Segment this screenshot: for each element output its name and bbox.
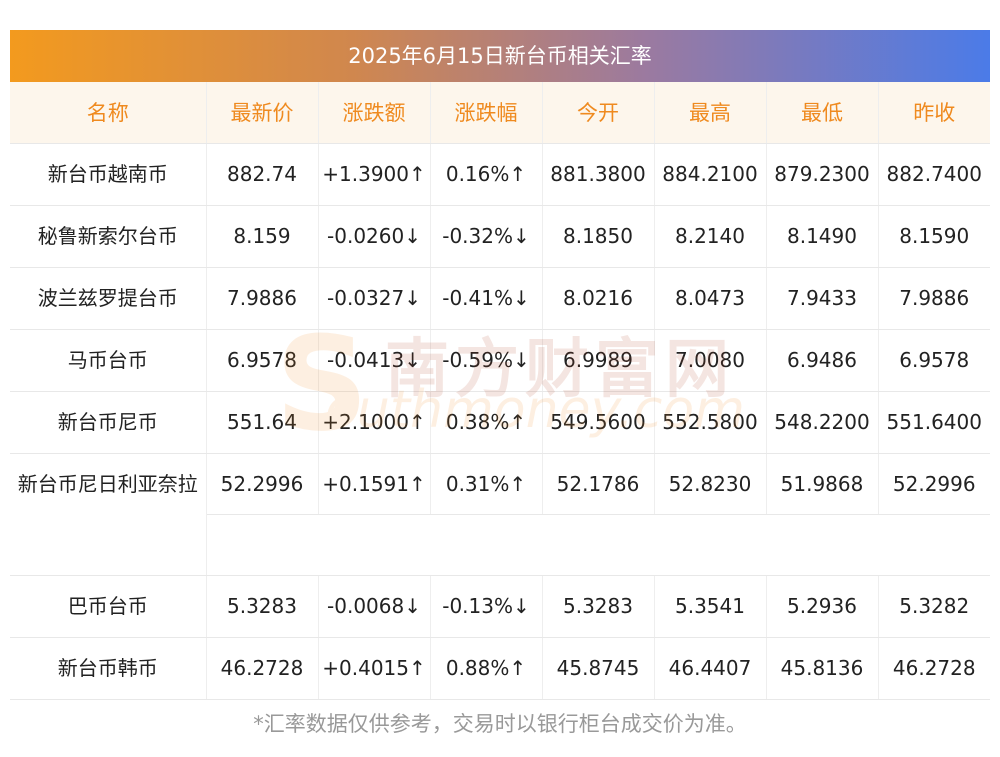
- cell-pct: -0.59%↓: [430, 329, 543, 392]
- header-name: 名称: [10, 82, 207, 144]
- cell-open: 6.9989: [542, 329, 655, 392]
- cell-prev: 882.7400: [878, 143, 990, 206]
- cell-pct: -0.13%↓: [430, 575, 543, 638]
- cell-latest: 46.2728: [206, 637, 319, 700]
- currency-pair-name: 波兰兹罗提台币: [10, 267, 207, 330]
- cell-low: 879.2300: [766, 143, 879, 206]
- cell-high: 552.5800: [654, 391, 767, 454]
- cell-low: 8.1490: [766, 205, 879, 268]
- cell-latest: 882.74: [206, 143, 319, 206]
- row-spacer-cell: [206, 514, 990, 576]
- cell-high: 8.0473: [654, 267, 767, 330]
- cell-latest: 52.2996: [206, 453, 319, 515]
- table-row: 新台币尼币 551.64 +2.1000↑ 0.38%↑ 549.5600 552.580…: [10, 391, 990, 454]
- cell-open: 549.5600: [542, 391, 655, 454]
- cell-change: -0.0413↓: [318, 329, 431, 392]
- cell-change: +2.1000↑: [318, 391, 431, 454]
- cell-open: 5.3283: [542, 575, 655, 638]
- header-prev-close: 昨收: [878, 82, 990, 144]
- table-row-spacer: [10, 514, 990, 576]
- table-row: 秘鲁新索尔台币 8.159 -0.0260↓ -0.32%↓ 8.1850 8.2140 8…: [10, 205, 990, 268]
- table-row: 巴币台币 5.3283 -0.0068↓ -0.13%↓ 5.3283 5.3541 5.2…: [10, 575, 990, 638]
- table-row: 新台币韩币 46.2728 +0.4015↑ 0.88%↑ 45.8745 46.4407…: [10, 637, 990, 700]
- cell-pct: 0.31%↑: [430, 453, 543, 515]
- cell-pct: 0.88%↑: [430, 637, 543, 700]
- cell-change: -0.0068↓: [318, 575, 431, 638]
- cell-change: -0.0260↓: [318, 205, 431, 268]
- table-row: 马币台币 6.9578 -0.0413↓ -0.59%↓ 6.9989 7.0080 6.9…: [10, 329, 990, 392]
- currency-pair-name: 马币台币: [10, 329, 207, 392]
- header-low: 最低: [766, 82, 879, 144]
- page-title: 2025年6月15日新台币相关汇率: [10, 30, 990, 82]
- cell-prev: 5.3282: [878, 575, 990, 638]
- table-row: 新台币越南币 882.74 +1.3900↑ 0.16%↑ 881.3800 884.21…: [10, 143, 990, 206]
- cell-open: 8.0216: [542, 267, 655, 330]
- cell-prev: 551.6400: [878, 391, 990, 454]
- table-header-row: 名称 最新价 涨跌额 涨跌幅 今开 最高 最低 昨收: [10, 82, 990, 144]
- header-latest: 最新价: [206, 82, 319, 144]
- cell-high: 884.2100: [654, 143, 767, 206]
- cell-prev: 46.2728: [878, 637, 990, 700]
- cell-pct: 0.38%↑: [430, 391, 543, 454]
- header-open: 今开: [542, 82, 655, 144]
- footnote: *汇率数据仅供参考，交易时以银行柜台成交价为准。: [253, 712, 747, 736]
- currency-pair-name: 新台币尼币: [10, 391, 207, 454]
- cell-high: 5.3541: [654, 575, 767, 638]
- cell-low: 5.2936: [766, 575, 879, 638]
- cell-high: 46.4407: [654, 637, 767, 700]
- cell-latest: 6.9578: [206, 329, 319, 392]
- cell-open: 52.1786: [542, 453, 655, 515]
- cell-change: -0.0327↓: [318, 267, 431, 330]
- cell-latest: 8.159: [206, 205, 319, 268]
- cell-latest: 7.9886: [206, 267, 319, 330]
- cell-change: +1.3900↑: [318, 143, 431, 206]
- cell-latest: 551.64: [206, 391, 319, 454]
- cell-open: 45.8745: [542, 637, 655, 700]
- table-row: 波兰兹罗提台币 7.9886 -0.0327↓ -0.41%↓ 8.0216 8.0473…: [10, 267, 990, 330]
- cell-change: +0.4015↑: [318, 637, 431, 700]
- exchange-rate-table: 名称 最新价 涨跌额 涨跌幅 今开 最高 最低 昨收 新台币越南币 882.74 +…: [10, 82, 990, 700]
- currency-pair-name: 新台币韩币: [10, 637, 207, 700]
- cell-low: 51.9868: [766, 453, 879, 515]
- cell-low: 7.9433: [766, 267, 879, 330]
- cell-pct: -0.41%↓: [430, 267, 543, 330]
- cell-prev: 7.9886: [878, 267, 990, 330]
- cell-prev: 52.2996: [878, 453, 990, 515]
- header-change: 涨跌额: [318, 82, 431, 144]
- cell-high: 52.8230: [654, 453, 767, 515]
- table-row: 新台币尼日利亚奈拉 52.2996 +0.1591↑ 0.31%↑ 52.1786 52.…: [10, 453, 990, 576]
- currency-pair-name: 新台币尼日利亚奈拉: [10, 453, 207, 576]
- cell-low: 548.2200: [766, 391, 879, 454]
- cell-latest: 5.3283: [206, 575, 319, 638]
- cell-low: 6.9486: [766, 329, 879, 392]
- currency-pair-name: 新台币越南币: [10, 143, 207, 206]
- cell-high: 7.0080: [654, 329, 767, 392]
- cell-high: 8.2140: [654, 205, 767, 268]
- cell-change: +0.1591↑: [318, 453, 431, 515]
- currency-pair-name: 巴币台币: [10, 575, 207, 638]
- cell-open: 8.1850: [542, 205, 655, 268]
- cell-pct: -0.32%↓: [430, 205, 543, 268]
- cell-prev: 8.1590: [878, 205, 990, 268]
- header-high: 最高: [654, 82, 767, 144]
- cell-prev: 6.9578: [878, 329, 990, 392]
- cell-open: 881.3800: [542, 143, 655, 206]
- cell-low: 45.8136: [766, 637, 879, 700]
- currency-pair-name: 秘鲁新索尔台币: [10, 205, 207, 268]
- cell-pct: 0.16%↑: [430, 143, 543, 206]
- header-change-pct: 涨跌幅: [430, 82, 543, 144]
